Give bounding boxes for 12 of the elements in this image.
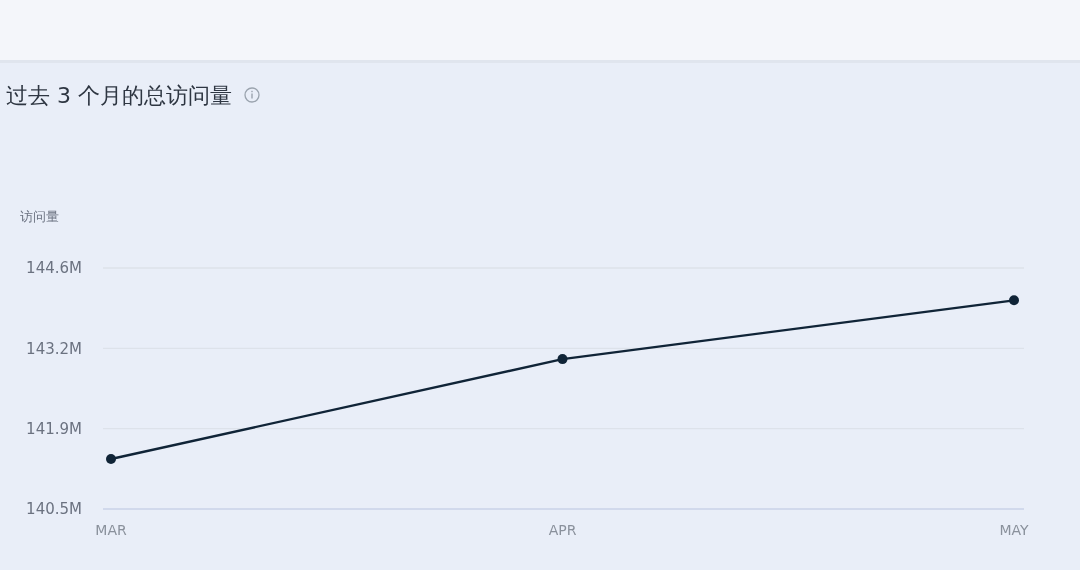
x-tick-label: APR (548, 522, 577, 538)
y-axis-title: 访问量 (20, 209, 59, 224)
point (1009, 295, 1019, 306)
point (557, 354, 568, 365)
chart-title: 过去 3 个月的总访问量 (6, 83, 232, 108)
y-tick-label: 144.6M (26, 259, 82, 278)
x-tick-label: MAR (95, 522, 127, 538)
y-tick-label: 141.9M (26, 419, 82, 438)
point (106, 454, 116, 465)
x-tick-label: MAY (999, 522, 1030, 538)
y-tick-label: 143.2M (26, 339, 82, 358)
y-tick-label: 140.5M (26, 500, 82, 519)
